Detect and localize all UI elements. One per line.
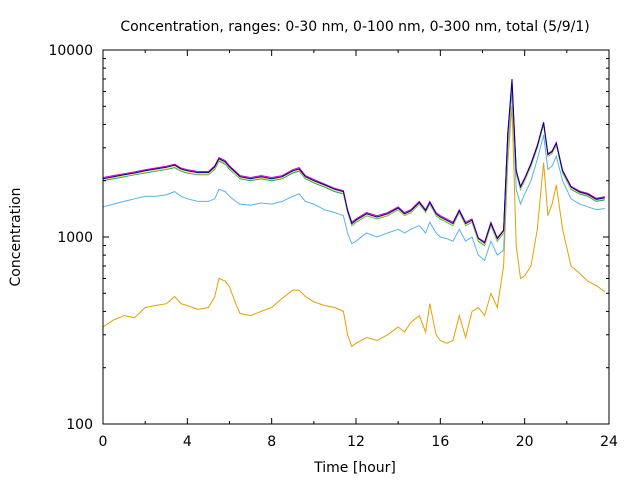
x-tick-label: 0 [99, 434, 108, 450]
ticks-group: 0 4 8 12 16 20 24 100 1000 10000 [48, 43, 618, 450]
series-line-4 [102, 82, 605, 243]
series-line-5 [102, 78, 605, 244]
plot-frame [102, 49, 610, 425]
x-tick-label: 8 [267, 434, 276, 450]
series-line-1 [102, 91, 605, 262]
series-line-0 [102, 106, 606, 348]
series-group [102, 78, 606, 348]
y-axis-label: Concentration [8, 187, 24, 286]
x-tick-label: 20 [516, 434, 534, 450]
y-tick-label: 10000 [48, 43, 93, 59]
x-tick-label: 24 [600, 434, 618, 450]
y-tick-label: 1000 [57, 230, 93, 246]
x-tick-label: 16 [431, 434, 449, 450]
chart-title: Concentration, ranges: 0-30 nm, 0-100 nm… [120, 19, 589, 35]
x-tick-label: 12 [347, 434, 365, 450]
y-tick-label: 100 [66, 417, 93, 433]
x-tick-label: 4 [183, 434, 192, 450]
x-axis-label: Time [hour] [313, 460, 396, 476]
